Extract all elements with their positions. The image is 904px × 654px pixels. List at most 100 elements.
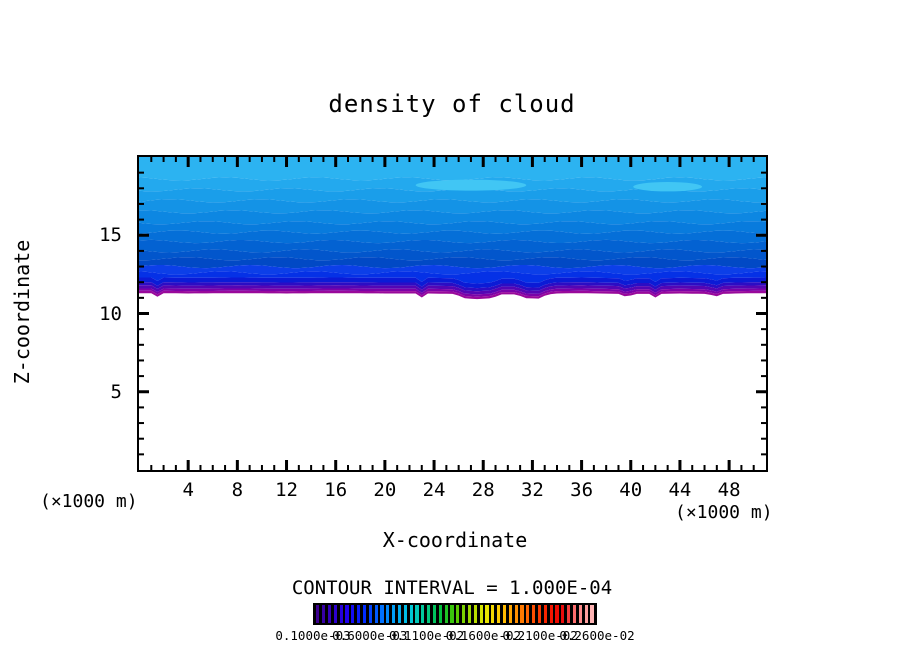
axis-tick — [211, 465, 214, 470]
axis-tick — [494, 157, 497, 162]
axis-tick — [530, 460, 534, 470]
axis-tick — [556, 157, 558, 162]
x-tick-label: 44 — [668, 479, 692, 501]
colorbar-stripe — [380, 605, 384, 623]
colorbar-stripe — [543, 605, 547, 623]
colorbar-stripe — [362, 605, 367, 623]
contour-band — [139, 249, 766, 261]
axis-tick — [605, 465, 608, 470]
colorbar-tick-label: 0.1600e-02 — [445, 628, 522, 643]
contour-interval-note: CONTOUR INTERVAL = 1.000E-04 — [291, 577, 613, 599]
colorbar-stripe — [351, 605, 355, 623]
axis-tick — [556, 465, 558, 470]
axis-tick — [469, 157, 472, 162]
axis-tick — [383, 460, 387, 470]
colorbar-stripe — [555, 605, 559, 623]
x-tick-label: 20 — [373, 479, 397, 501]
x-tick-label: 8 — [231, 479, 244, 501]
axis-tick — [592, 465, 595, 470]
axis-tick — [334, 157, 338, 167]
contour-band — [139, 199, 766, 214]
axis-tick — [691, 465, 694, 470]
colorbar-stripe — [432, 605, 437, 623]
axis-tick — [310, 465, 313, 470]
colorbar-stripe — [386, 605, 390, 623]
colorbar-stripe — [409, 605, 413, 623]
colorbar-stripe — [473, 605, 477, 623]
contour-band — [139, 282, 766, 292]
plot-area — [137, 155, 768, 472]
axis-tick — [752, 157, 755, 162]
axis-tick — [715, 465, 718, 470]
axis-tick — [432, 460, 436, 470]
colorbar-stripe — [316, 605, 320, 623]
axis-tick — [235, 157, 239, 167]
axis-tick — [761, 249, 766, 252]
colorbar-stripe — [357, 605, 361, 623]
axis-tick — [139, 281, 144, 284]
axis-tick — [199, 465, 202, 470]
colorbar-stripe — [508, 605, 512, 623]
colorbar-tick-label: 0.2600e-02 — [559, 628, 635, 643]
axis-tick — [752, 465, 755, 470]
contour-band — [139, 290, 766, 300]
axis-tick — [224, 157, 227, 162]
axis-tick — [756, 233, 766, 237]
contour-band — [139, 239, 766, 253]
axis-tick — [761, 328, 766, 331]
axis-tick — [139, 187, 144, 190]
axis-tick — [761, 187, 766, 190]
colorbar-stripe — [368, 605, 372, 623]
colorbar-stripe — [567, 605, 571, 623]
axis-tick — [248, 465, 251, 470]
colorbar-stripe — [374, 605, 378, 623]
axis-tick — [703, 465, 706, 470]
axis-tick — [481, 157, 485, 167]
axis-tick — [139, 265, 144, 268]
y-axis-unit: (×1000 m) — [40, 491, 138, 512]
axis-tick — [445, 157, 448, 162]
contour-patch — [633, 182, 703, 192]
axis-tick — [740, 465, 743, 470]
axis-tick — [396, 157, 399, 162]
axis-tick — [678, 157, 682, 167]
axis-tick — [150, 465, 153, 470]
axis-tick — [186, 460, 190, 470]
axis-tick — [383, 157, 387, 167]
axis-tick — [322, 157, 325, 162]
axis-tick — [248, 157, 251, 162]
colorbar-stripe — [479, 605, 483, 623]
contour-band — [139, 271, 766, 284]
axis-tick — [139, 171, 144, 174]
colorbar-stripe — [526, 605, 530, 623]
axis-tick — [605, 157, 608, 162]
axis-tick — [494, 465, 497, 470]
colorbar-stripe — [491, 605, 495, 623]
axis-tick — [285, 460, 289, 470]
axis-tick — [506, 465, 509, 470]
axis-tick — [506, 157, 509, 162]
y-tick-label: 5 — [110, 380, 122, 403]
colorbar-stripe — [520, 605, 524, 623]
axis-tick — [174, 157, 177, 162]
colorbar-stripe — [333, 605, 337, 623]
axis-tick — [715, 157, 718, 162]
axis-tick — [666, 157, 669, 162]
colorbar-stripe — [584, 605, 588, 623]
x-axis-unit: (×1000 m) — [675, 502, 773, 523]
axis-tick — [727, 157, 731, 167]
colorbar — [313, 603, 597, 625]
contour-band — [139, 230, 766, 244]
contour-band — [139, 257, 766, 269]
colorbar-stripe — [502, 605, 507, 623]
axis-tick — [396, 465, 399, 470]
axis-tick — [761, 359, 766, 362]
axis-tick — [139, 375, 144, 378]
axis-tick — [617, 157, 620, 162]
axis-tick — [359, 465, 362, 470]
colorbar-stripe — [537, 605, 542, 623]
axis-tick — [139, 233, 149, 237]
colorbar-stripe — [572, 605, 577, 623]
axis-tick — [519, 157, 522, 162]
axis-tick — [654, 465, 657, 470]
